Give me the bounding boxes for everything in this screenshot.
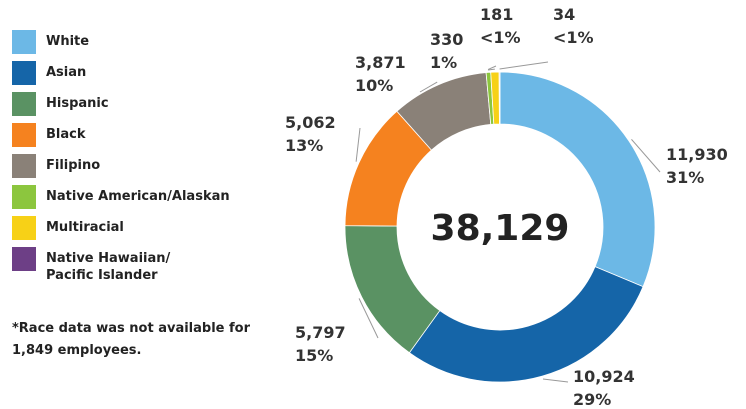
legend-swatch bbox=[12, 247, 36, 271]
legend-label: Asian bbox=[46, 65, 87, 80]
value-label: 11,930 bbox=[666, 145, 728, 164]
percent-label: 13% bbox=[285, 136, 323, 155]
percent-label: <1% bbox=[553, 28, 594, 47]
legend-swatch bbox=[12, 30, 36, 54]
leader-line bbox=[419, 81, 438, 93]
slice bbox=[408, 266, 644, 383]
value-label: 330 bbox=[430, 30, 463, 49]
legend-label: Multiracial bbox=[46, 220, 124, 235]
legend-label: Hispanic bbox=[46, 96, 109, 111]
leader-line bbox=[487, 65, 497, 70]
value-label: 181 bbox=[480, 5, 513, 24]
legend-label: Native American/Alaskan bbox=[46, 189, 230, 204]
leader-line bbox=[355, 127, 361, 162]
percent-label: 15% bbox=[295, 346, 333, 365]
legend: White Asian Hispanic Black Filipino Native Am… bbox=[12, 30, 230, 283]
value-label: 5,797 bbox=[295, 323, 346, 342]
legend-item: Native American/Alaskan bbox=[12, 185, 230, 216]
legend-item: Asian bbox=[12, 61, 230, 92]
legend-item: Native Hawaiian/ Pacific Islander bbox=[12, 247, 230, 283]
legend-swatch bbox=[12, 154, 36, 178]
leader-line bbox=[358, 298, 379, 339]
legend-item: Black bbox=[12, 123, 230, 154]
center-total: 38,129 bbox=[431, 208, 570, 249]
percent-label: 1% bbox=[430, 53, 457, 72]
value-label: 3,871 bbox=[355, 53, 406, 72]
legend-item: Hispanic bbox=[12, 92, 230, 123]
leader-line bbox=[487, 68, 495, 71]
leader-line bbox=[499, 61, 549, 70]
legend-swatch bbox=[12, 61, 36, 85]
value-label: 10,924 bbox=[573, 367, 635, 386]
note: *Race data was not available for 1,849 e… bbox=[12, 321, 250, 358]
percent-label: <1% bbox=[480, 28, 521, 47]
slice bbox=[499, 71, 656, 288]
legend-label: White bbox=[46, 34, 90, 49]
legend-swatch bbox=[12, 185, 36, 209]
slice bbox=[498, 71, 501, 125]
legend-swatch bbox=[12, 216, 36, 240]
leader-line bbox=[631, 139, 661, 173]
legend-swatch bbox=[12, 92, 36, 116]
percent-label: 10% bbox=[355, 76, 393, 95]
percent-label: 29% bbox=[573, 390, 611, 409]
legend-item: White bbox=[12, 30, 230, 61]
legend-label: Black bbox=[46, 127, 86, 142]
legend-swatch bbox=[12, 123, 36, 147]
value-label: 34 bbox=[553, 5, 575, 24]
legend-label: Native Hawaiian/ Pacific Islander bbox=[46, 251, 171, 283]
legend-item: Filipino bbox=[12, 154, 230, 185]
legend-label: Filipino bbox=[46, 158, 101, 173]
value-label: 5,062 bbox=[285, 113, 336, 132]
leader-line bbox=[542, 378, 569, 383]
percent-label: 31% bbox=[666, 168, 704, 187]
legend-item: Multiracial bbox=[12, 216, 230, 247]
